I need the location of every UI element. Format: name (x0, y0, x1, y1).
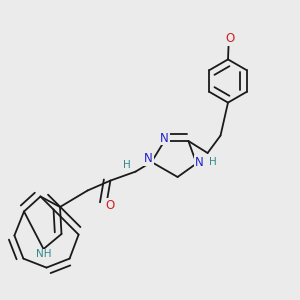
Text: N: N (160, 131, 169, 145)
Text: NH: NH (36, 249, 51, 260)
Text: H: H (123, 160, 130, 170)
Text: O: O (225, 32, 234, 46)
Text: N: N (144, 152, 153, 166)
Text: N: N (195, 156, 204, 169)
Text: H: H (209, 157, 217, 167)
Text: O: O (106, 199, 115, 212)
